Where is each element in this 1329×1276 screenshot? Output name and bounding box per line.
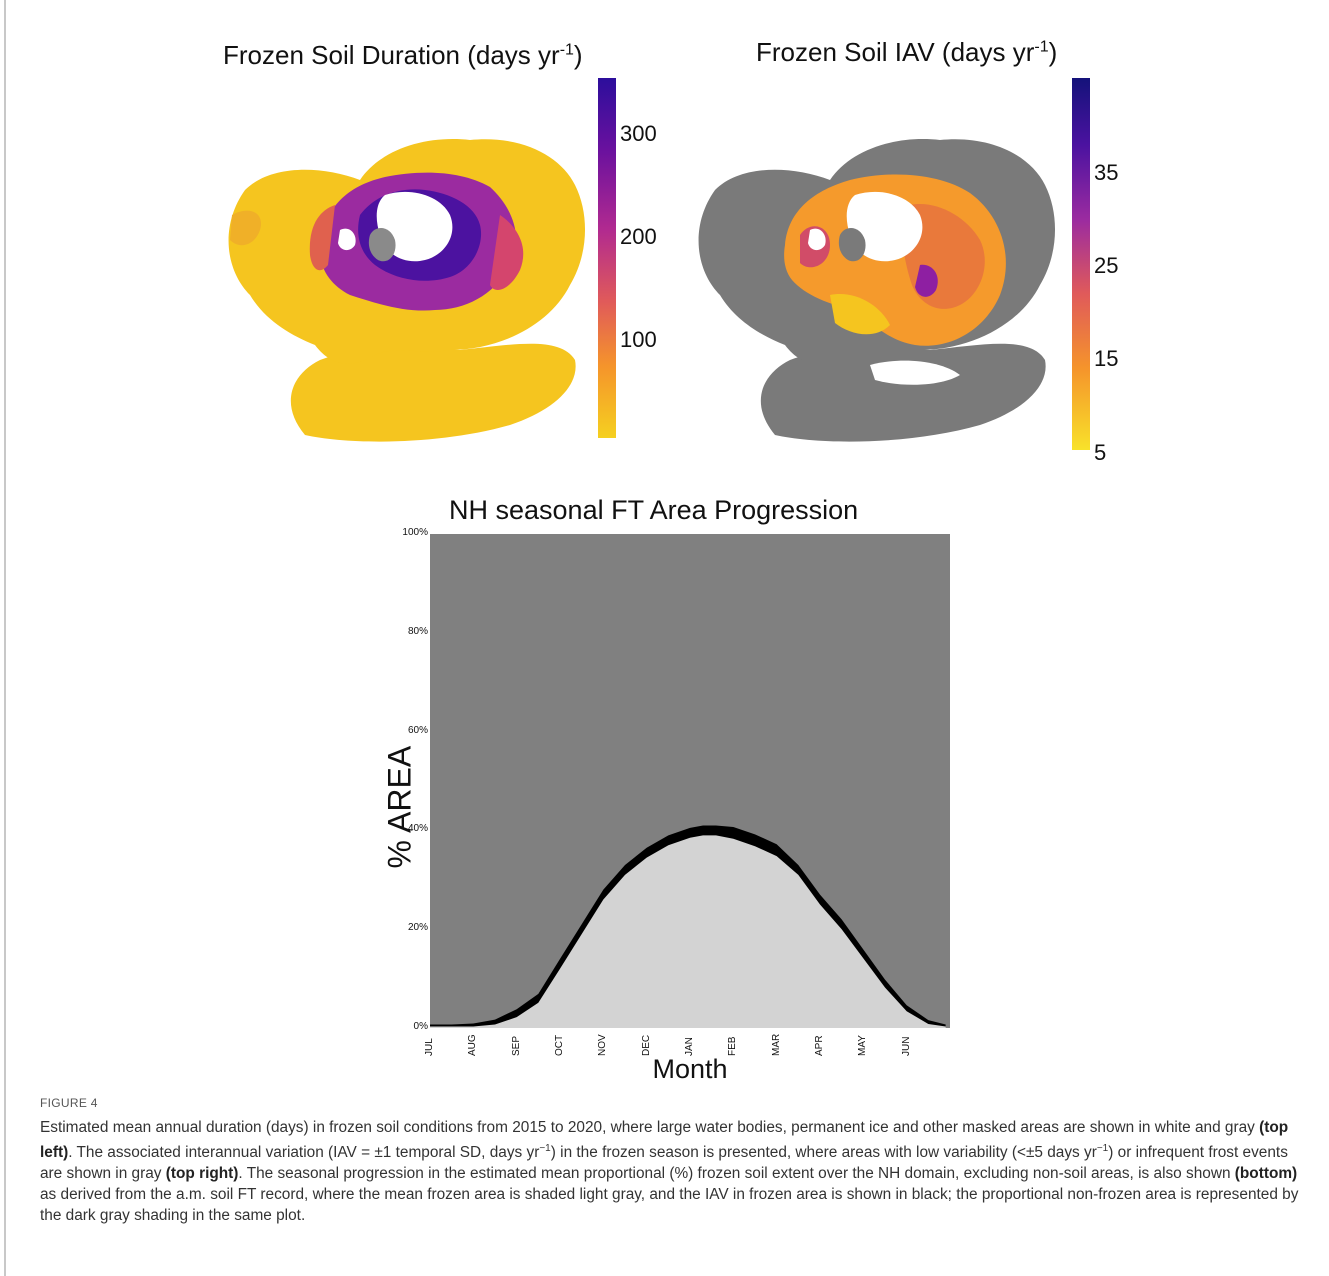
caption-part-1: (top left) — [40, 1119, 1289, 1162]
duration-map — [228, 139, 586, 442]
duration-map-title: Frozen Soil Duration (days yr-1) — [223, 40, 583, 71]
caption-part-7: (top right) — [165, 1165, 239, 1183]
figure-frame-line — [4, 0, 6, 1276]
y-tick-80: 80% — [407, 625, 428, 637]
duration-title-close: ) — [573, 40, 583, 70]
iav-tick-15: 15 — [1094, 346, 1119, 371]
y-tick-0: 0% — [413, 1021, 428, 1032]
x-tick-jan: JAN — [684, 1037, 695, 1056]
x-tick-may: MAY — [857, 1035, 869, 1056]
iav-band — [430, 825, 946, 1027]
iav-title-sup: -1 — [1034, 38, 1049, 56]
caption-part-2: . The associated interannual variation (… — [68, 1144, 540, 1162]
y-axis-label: % AREA — [381, 745, 418, 869]
iav-title-text: Frozen Soil IAV (days yr — [756, 37, 1035, 67]
iav-title-close: ) — [1048, 37, 1058, 67]
ft-area-chart — [430, 534, 950, 1028]
y-tick-100: 100% — [402, 527, 428, 538]
duration-tick-200: 200 — [620, 224, 657, 249]
caption-part-4: ) in the frozen season is presented, whe… — [550, 1144, 1097, 1162]
x-tick-dec: DEC — [640, 1034, 652, 1056]
caption-part-3: −1 — [539, 1143, 551, 1154]
caption-part-10: as derived from the a.m. soil FT record,… — [40, 1186, 1299, 1225]
chart-title: NH seasonal FT Area Progression — [449, 495, 859, 525]
duration-colorbar — [598, 78, 616, 438]
caption-part-9: (bottom) — [1234, 1165, 1298, 1183]
x-tick-feb: FEB — [727, 1036, 739, 1056]
y-tick-20: 20% — [407, 922, 428, 934]
iav-tick-25: 25 — [1094, 253, 1119, 278]
x-tick-oct: OCT — [554, 1034, 565, 1056]
x-tick-nov: NOV — [597, 1034, 609, 1056]
y-tick-40: 40% — [407, 823, 428, 835]
duration-title-text: Frozen Soil Duration (days yr — [223, 40, 560, 70]
x-tick-jul: JUL — [424, 1038, 435, 1056]
iav-tick-5: 5 — [1094, 440, 1107, 465]
x-tick-apr: APR — [814, 1035, 825, 1056]
figure-label: FIGURE 4 — [40, 1096, 98, 1110]
iav-colorbar — [1072, 78, 1090, 450]
caption-part-0: Estimated mean annual duration (days) in… — [40, 1119, 1260, 1136]
iav-tick-35: 35 — [1094, 160, 1119, 185]
duration-tick-300: 300 — [620, 121, 657, 146]
iav-map-title: Frozen Soil IAV (days yr-1) — [756, 37, 1057, 68]
x-tick-jun: JUN — [900, 1036, 912, 1056]
x-tick-aug: AUG — [467, 1034, 479, 1056]
duration-tick-100: 100 — [620, 327, 657, 352]
duration-title-sup: -1 — [559, 41, 574, 59]
iav-map — [698, 139, 1056, 442]
caption-part-6: ) or infrequent frost events are shown i… — [40, 1144, 1288, 1183]
x-tick-sep: SEP — [510, 1035, 522, 1056]
x-tick-mar: MAR — [770, 1033, 782, 1056]
y-tick-60: 60% — [407, 724, 428, 736]
frozen-mean-area — [430, 830, 946, 1028]
caption-part-8: . The seasonal progression in the estima… — [238, 1165, 1235, 1183]
caption-part-5: −1 — [1096, 1143, 1109, 1154]
x-axis-label: Month — [652, 1054, 728, 1084]
figure-caption: Estimated mean annual duration (days) in… — [40, 1117, 1310, 1226]
